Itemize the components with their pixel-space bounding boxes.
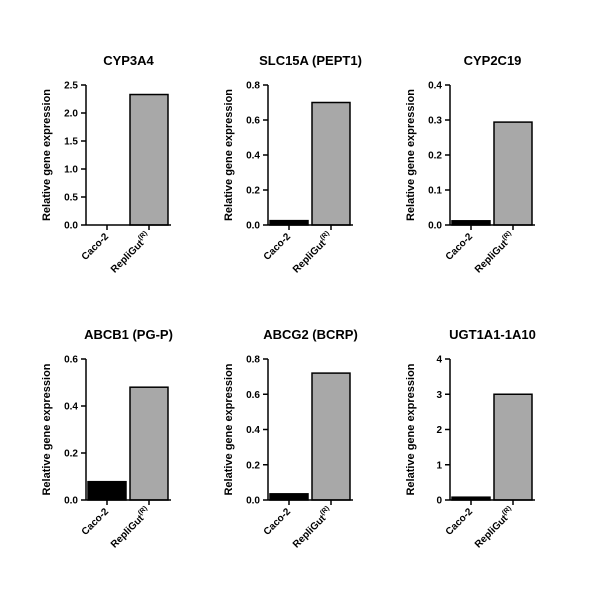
y-tick-label: 0.0 (64, 221, 78, 232)
y-axis-label: Relative gene expression (41, 89, 53, 221)
bar-repligut (493, 121, 533, 226)
y-tick-label: 1.0 (64, 165, 78, 176)
category-superscript: (R) (319, 230, 331, 242)
y-tick-label: 0.4 (428, 81, 442, 92)
category-name: RepliGut (291, 238, 329, 276)
chart-panel-5: ABCG2 (BCRP) Relative gene expression 0.0 0… (223, 327, 358, 550)
y-tick-label: 0.0 (64, 496, 78, 507)
x-category-label: RepliGut(R) (108, 505, 154, 551)
x-category-label: RepliGut(R) (290, 230, 336, 276)
y-axis-label: Relative gene expression (405, 363, 417, 495)
bar-repligut (129, 386, 169, 501)
y-tick-label: 0.8 (246, 81, 260, 92)
y-tick-label: 0 (436, 496, 442, 507)
y-tick-label: 2 (436, 425, 442, 436)
chart-panel-3: CYP2C19 Relative gene expression 0.0 0.1 0.2… (405, 53, 535, 275)
chart-title: CYP3A4 (103, 53, 154, 68)
bar-repligut (311, 372, 351, 501)
y-tick-label: 2.0 (64, 109, 78, 120)
chart-title: SLC15A (PEPT1) (259, 53, 362, 68)
category-superscript: (R) (137, 230, 149, 242)
chart-panel-4: ABCB1 (PG-P) Relative gene expression 0.0 0… (41, 327, 173, 550)
x-category-label: Caco-2 (80, 506, 112, 538)
chart-panel-2: SLC15A (PEPT1) Relative gene expression 0.… (223, 53, 362, 275)
y-tick-label: 0.2 (246, 460, 260, 471)
y-tick-label: 0.0 (428, 221, 442, 232)
y-axis-label: Relative gene expression (223, 363, 235, 495)
chart-panel-6: UGT1A1-1A10 Relative gene expression 0 1 2 3 4… (405, 327, 536, 550)
bar-repligut (129, 93, 169, 226)
chart-title: ABCG2 (BCRP) (263, 327, 358, 342)
y-tick-label: 0.0 (246, 496, 260, 507)
x-category-label: RepliGut(R) (108, 230, 154, 276)
y-tick-label: 0.2 (64, 449, 78, 460)
x-category-label: Caco-2 (262, 231, 294, 263)
category-superscript: (R) (319, 505, 331, 517)
category-name: RepliGut (109, 513, 147, 551)
chart-panel-1: CYP3A4 Relative gene expression 0.0 0.5 1.0 1… (41, 53, 171, 275)
bar-repligut (493, 393, 533, 501)
x-category-label: RepliGut(R) (290, 505, 336, 551)
category-name: Caco-2 (444, 231, 476, 263)
y-tick-label: 0.3 (428, 116, 442, 127)
y-tick-label: 0.1 (428, 186, 442, 197)
chart-title: UGT1A1-1A10 (449, 327, 536, 342)
x-category-label: Caco-2 (80, 231, 112, 263)
bar-caco-2 (87, 480, 127, 501)
chart-title: ABCB1 (PG-P) (84, 327, 173, 342)
y-tick-label: 0.6 (64, 355, 78, 366)
y-tick-label: 0.0 (246, 221, 260, 232)
bar-repligut (311, 101, 351, 226)
category-name: RepliGut (473, 238, 511, 276)
x-category-label: RepliGut(R) (472, 230, 518, 276)
y-tick-label: 0.2 (428, 151, 442, 162)
category-name: Caco-2 (80, 231, 112, 263)
bar-caco-2 (269, 493, 309, 501)
y-tick-label: 3 (436, 390, 442, 401)
y-axis-label: Relative gene expression (41, 363, 53, 495)
y-tick-label: 0.2 (246, 186, 260, 197)
y-axis-label: Relative gene expression (223, 89, 235, 221)
y-tick-label: 1 (436, 460, 442, 471)
y-tick-label: 0.6 (246, 116, 260, 127)
x-category-label: Caco-2 (444, 231, 476, 263)
category-superscript: (R) (501, 230, 513, 242)
category-name: Caco-2 (444, 506, 476, 538)
category-name: Caco-2 (262, 231, 294, 263)
y-tick-label: 4 (436, 355, 442, 366)
chart-title: CYP2C19 (464, 53, 522, 68)
y-tick-label: 0.5 (64, 193, 78, 204)
category-name: Caco-2 (262, 506, 294, 538)
category-name: RepliGut (109, 238, 147, 276)
x-category-label: Caco-2 (262, 506, 294, 538)
y-tick-label: 0.4 (64, 402, 78, 413)
y-tick-label: 0.8 (246, 355, 260, 366)
y-tick-label: 2.5 (64, 81, 78, 92)
x-category-label: RepliGut(R) (472, 505, 518, 551)
x-category-label: Caco-2 (444, 506, 476, 538)
y-tick-label: 1.5 (64, 137, 78, 148)
category-name: Caco-2 (80, 506, 112, 538)
y-axis-label: Relative gene expression (405, 89, 417, 221)
category-name: RepliGut (473, 513, 511, 551)
category-superscript: (R) (501, 505, 513, 517)
y-tick-label: 0.4 (246, 425, 260, 436)
category-name: RepliGut (291, 513, 329, 551)
category-superscript: (R) (137, 505, 149, 517)
y-tick-label: 0.4 (246, 151, 260, 162)
y-tick-label: 0.6 (246, 390, 260, 401)
